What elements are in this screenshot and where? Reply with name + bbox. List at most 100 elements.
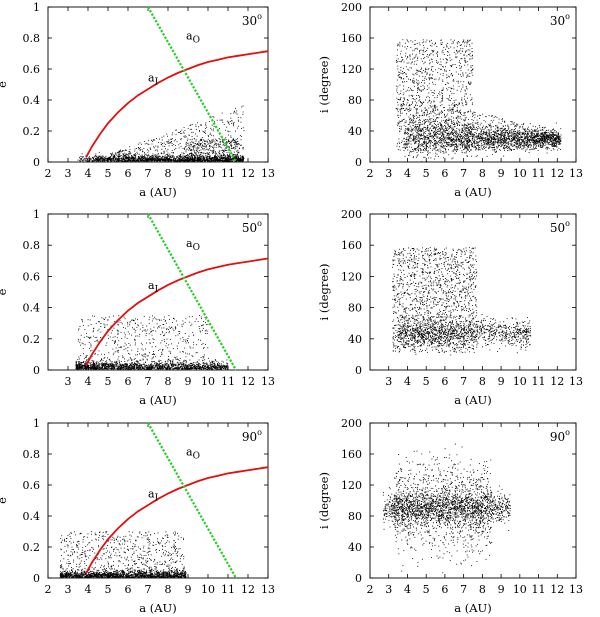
scatter-point [184, 156, 186, 158]
scatter-point [410, 87, 411, 89]
scatter-point [163, 146, 165, 147]
scatter-point [414, 137, 416, 139]
scatter-point [151, 143, 153, 145]
scatter-point [227, 141, 229, 143]
scatter-point [495, 125, 497, 127]
scatter-point [452, 157, 454, 159]
scatter-point [406, 132, 408, 134]
scatter-point [179, 159, 180, 161]
scatter-point [92, 159, 94, 161]
scatter-point [96, 155, 98, 157]
scatter-point [443, 130, 445, 131]
scatter-point [121, 157, 122, 159]
scatter-point [489, 129, 491, 131]
scatter-point [472, 112, 474, 114]
scatter-point [552, 138, 554, 140]
scatter-point [209, 149, 211, 151]
scatter-point [523, 134, 525, 136]
scatter-point [425, 148, 427, 150]
scatter-point [474, 117, 476, 119]
scatter-point [456, 146, 458, 148]
x-tick-label: 11 [221, 167, 235, 180]
scatter-point [442, 139, 444, 141]
scatter-point [396, 62, 398, 63]
scatter-point [206, 140, 208, 142]
scatter-point [469, 39, 471, 41]
scatter-point [551, 142, 552, 144]
scatter-point [467, 131, 469, 133]
scatter-point [456, 140, 458, 141]
scatter-point [494, 140, 496, 142]
scatter-point [530, 134, 532, 136]
scatter-point [194, 144, 196, 146]
scatter-point [109, 157, 110, 159]
scatter-point [131, 154, 133, 156]
scatter-point [198, 145, 200, 147]
scatter-point [447, 134, 449, 136]
scatter-point [191, 132, 193, 134]
scatter-point [131, 158, 133, 160]
scatter-point [553, 134, 555, 136]
scatter-point [120, 158, 122, 160]
scatter-point [462, 73, 464, 75]
scatter-point [524, 131, 526, 132]
scatter-point [409, 152, 410, 154]
scatter-point [426, 74, 428, 76]
scatter-point [210, 140, 212, 142]
scatter-point [559, 149, 561, 150]
scatter-point [397, 111, 399, 113]
scatter-point [450, 139, 452, 141]
scatter-point [436, 132, 437, 134]
scatter-point [522, 141, 524, 143]
scatter-point [492, 142, 494, 144]
scatter-point [538, 140, 540, 141]
scatter-point [540, 139, 542, 141]
scatter-point [410, 134, 412, 136]
scatter-point [420, 71, 422, 72]
scatter-point [210, 160, 212, 162]
scatter-point [528, 136, 530, 138]
scatter-point [228, 140, 230, 142]
scatter-point [416, 70, 418, 72]
scatter-point [196, 160, 198, 162]
scatter-point [205, 159, 207, 161]
scatter-point [202, 154, 204, 156]
scatter-point [438, 137, 440, 139]
scatter-point [423, 132, 425, 134]
scatter-point [468, 123, 470, 125]
scatter-point [414, 142, 415, 144]
scatter-point [431, 61, 433, 63]
scatter-point [133, 159, 135, 161]
scatter-point [155, 159, 157, 161]
scatter-point [141, 154, 143, 156]
scatter-point [470, 99, 472, 101]
scatter-point [409, 105, 411, 107]
scatter-point [530, 138, 532, 140]
scatter-point [493, 134, 494, 135]
scatter-point [557, 140, 559, 142]
scatter-point [240, 121, 242, 123]
scatter-point [528, 146, 530, 148]
scatter-point [510, 124, 512, 125]
scatter-point [196, 135, 198, 137]
scatter-point [167, 154, 169, 156]
scatter-point [500, 136, 502, 138]
scatter-point [191, 146, 193, 148]
scatter-point [99, 160, 101, 161]
scatter-point [233, 110, 235, 112]
scatter-point [241, 158, 243, 160]
scatter-point [221, 160, 223, 162]
scatter-point [425, 127, 426, 129]
scatter-point [461, 103, 463, 105]
scatter-point [429, 59, 431, 61]
scatter-point [238, 159, 240, 161]
scatter-point [424, 76, 426, 78]
scatter-point [436, 137, 438, 139]
scatter-point [457, 117, 459, 119]
scatter-point [483, 130, 485, 132]
scatter-point [500, 130, 502, 132]
scatter-point [446, 89, 448, 91]
scatter-point [527, 131, 529, 133]
scatter-point [442, 146, 444, 148]
